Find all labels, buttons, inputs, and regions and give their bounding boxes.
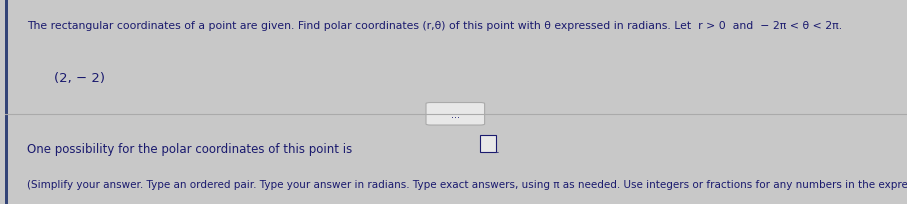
Text: (2, − 2): (2, − 2) — [54, 71, 105, 84]
Text: The rectangular coordinates of a point are given. Find polar coordinates (r,θ) o: The rectangular coordinates of a point a… — [27, 21, 843, 31]
Text: One possibility for the polar coordinates of this point is: One possibility for the polar coordinate… — [27, 143, 356, 156]
Text: ...: ... — [451, 109, 460, 119]
Text: (Simplify your answer. Type an ordered pair. Type your answer in radians. Type e: (Simplify your answer. Type an ordered p… — [27, 179, 907, 189]
FancyBboxPatch shape — [480, 136, 496, 152]
FancyBboxPatch shape — [426, 103, 484, 125]
Text: .: . — [496, 143, 500, 156]
FancyBboxPatch shape — [5, 0, 8, 204]
